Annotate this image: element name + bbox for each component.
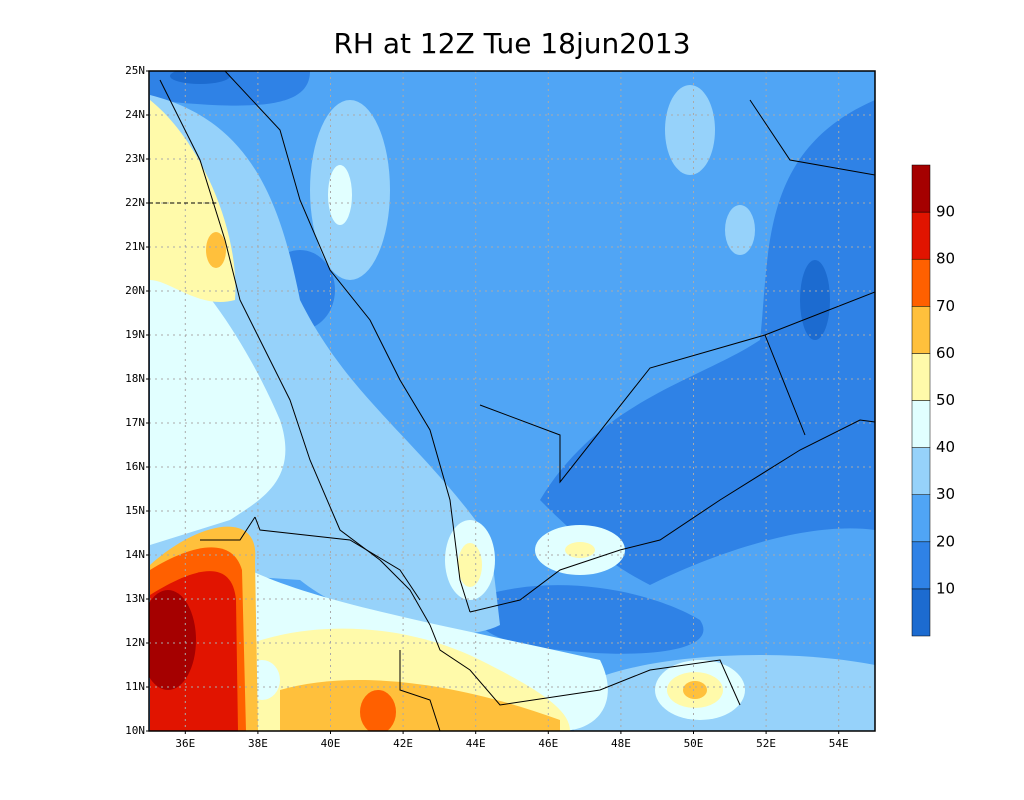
lon-label: 40E xyxy=(321,737,341,750)
coastlines xyxy=(149,71,875,731)
coastline xyxy=(429,624,741,706)
lon-label: 48E xyxy=(611,737,631,750)
border xyxy=(749,99,875,176)
fill-region xyxy=(328,165,352,225)
coastline xyxy=(469,419,875,613)
colorbar-box xyxy=(911,588,931,637)
lat-label: 16N xyxy=(125,460,145,473)
colorbar-label: 90 xyxy=(936,203,955,221)
colorbar-box xyxy=(911,353,931,401)
colorbar-box xyxy=(911,400,931,448)
lon-label: 54E xyxy=(829,737,849,750)
fill-region xyxy=(360,690,396,731)
border xyxy=(479,291,875,484)
colorbar-box xyxy=(911,447,931,495)
fill-region xyxy=(150,240,286,545)
fill-region xyxy=(458,543,482,587)
lat-label: 14N xyxy=(125,548,145,561)
border xyxy=(399,650,441,731)
colorbar: 10 20 30 40 50 60 70 80 90 xyxy=(911,164,955,637)
colorbar-box xyxy=(911,494,931,543)
colorbar-box xyxy=(911,211,931,260)
colorbar-box xyxy=(911,258,931,307)
lon-label: 50E xyxy=(684,737,704,750)
fill-region xyxy=(683,681,707,699)
lat-label: 18N xyxy=(125,372,145,385)
colorbar-box xyxy=(911,164,931,213)
lon-label: 38E xyxy=(248,737,268,750)
colorbar-label: 70 xyxy=(936,297,955,315)
fill-region xyxy=(665,85,715,175)
lat-label: 13N xyxy=(125,592,145,605)
fill-region xyxy=(149,590,196,690)
lat-label: 24N xyxy=(125,108,145,121)
fill-region xyxy=(280,680,560,731)
title: RH at 12Z Tue 18jun2013 xyxy=(333,27,690,60)
border xyxy=(764,334,806,436)
lat-label: 23N xyxy=(125,152,145,165)
lat-label: 19N xyxy=(125,328,145,341)
fill-region xyxy=(725,205,755,255)
lat-label: 12N xyxy=(125,636,145,649)
fill-region xyxy=(470,585,704,654)
fill-region xyxy=(565,542,595,558)
coastline xyxy=(159,79,431,626)
fill-region xyxy=(206,232,226,268)
lon-label: 46E xyxy=(538,737,558,750)
colorbar-label: 50 xyxy=(936,391,955,409)
colorbar-label: 80 xyxy=(936,250,955,268)
coastline xyxy=(224,71,471,613)
colorbar-label: 60 xyxy=(936,344,955,362)
lat-label: 21N xyxy=(125,240,145,253)
colorbar-label: 30 xyxy=(936,485,955,503)
lon-label: 42E xyxy=(393,737,413,750)
fill-region xyxy=(800,260,830,340)
lon-label: 52E xyxy=(756,737,776,750)
fill-region xyxy=(170,71,230,84)
grid xyxy=(149,71,875,731)
lat-label: 20N xyxy=(125,284,145,297)
colorbar-label: 40 xyxy=(936,438,955,456)
axes: 10N 11N 12N 13N 14N 15N 16N 17N 18N 19N 20N 21N 22N 2… xyxy=(125,64,849,750)
fill-region xyxy=(540,100,875,585)
lat-label: 25N xyxy=(125,64,145,77)
border xyxy=(200,516,256,541)
colorbar-box xyxy=(911,541,931,590)
lat-label: 11N xyxy=(125,680,145,693)
lon-label: 44E xyxy=(466,737,486,750)
border xyxy=(254,516,421,601)
colorbar-label: 20 xyxy=(936,532,955,550)
colorbar-label: 10 xyxy=(936,579,955,597)
lon-label: 36E xyxy=(175,737,195,750)
lat-label: 22N xyxy=(125,196,145,209)
lat-label: 17N xyxy=(125,416,145,429)
field xyxy=(149,71,875,731)
colorbar-box xyxy=(911,306,931,354)
map-frame xyxy=(148,70,876,732)
lat-label: 15N xyxy=(125,504,145,517)
lat-label: 10N xyxy=(125,724,145,737)
